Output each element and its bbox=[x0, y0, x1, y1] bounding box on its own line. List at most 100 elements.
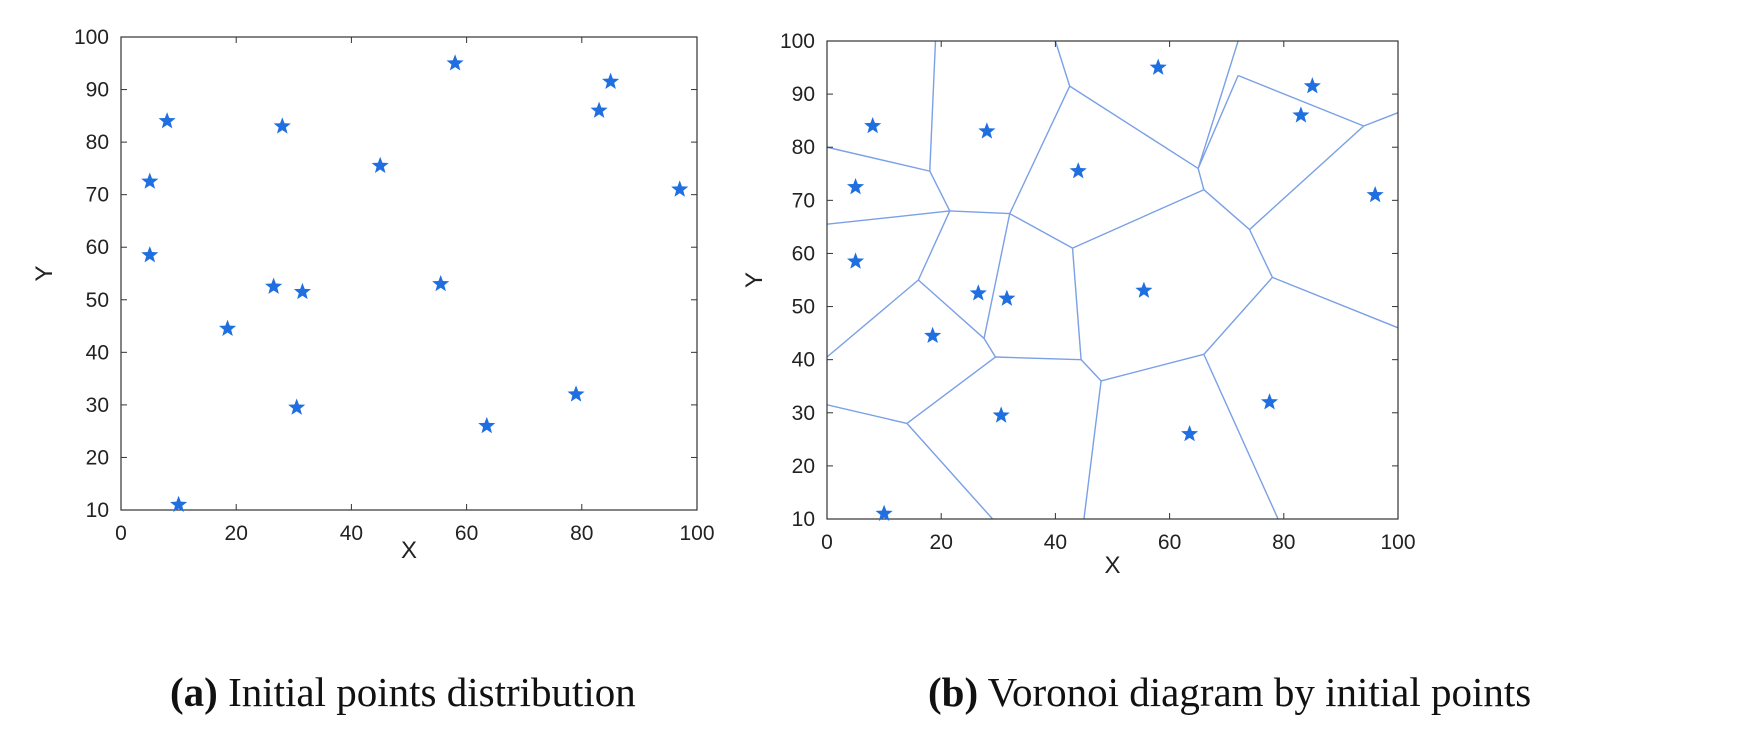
voronoi-edge bbox=[983, 338, 997, 358]
voronoi-edge bbox=[917, 210, 951, 281]
star-point bbox=[1069, 162, 1087, 179]
y-tick-label: 60 bbox=[86, 236, 109, 259]
star-point bbox=[1366, 186, 1384, 203]
voronoi-edge bbox=[1069, 85, 1199, 170]
voronoi-edge bbox=[906, 422, 994, 519]
x-tick-label: 0 bbox=[821, 531, 833, 554]
x-tick-label: 40 bbox=[1044, 531, 1067, 554]
chart-voronoi-diagram: 0 20 40 60 80 100 10 20 30 40 50 60 70 80 90 100 X Y bbox=[741, 30, 1416, 579]
star-point bbox=[1260, 393, 1279, 410]
voronoi-edge bbox=[1203, 189, 1251, 231]
y-tick-label: 40 bbox=[86, 341, 109, 364]
y-tick-label: 40 bbox=[792, 349, 815, 372]
voronoi-edges bbox=[827, 41, 1398, 519]
y-tick-label: 70 bbox=[792, 189, 815, 212]
star-point bbox=[141, 172, 159, 189]
y-tick-label: 80 bbox=[86, 131, 109, 154]
y-tick-label: 10 bbox=[792, 508, 815, 531]
voronoi-edge bbox=[827, 146, 930, 172]
star-point bbox=[1149, 58, 1167, 75]
star-point bbox=[1292, 106, 1310, 123]
y-tick-label: 50 bbox=[86, 289, 109, 312]
voronoi-edge bbox=[1197, 75, 1239, 169]
caption-b-text: Voronoi diagram by initial points bbox=[978, 669, 1532, 715]
x-tick-label: 80 bbox=[1272, 531, 1295, 554]
star-point bbox=[1303, 77, 1321, 94]
star-point bbox=[1135, 281, 1153, 298]
voronoi-edge bbox=[1272, 276, 1398, 329]
voronoi-edge bbox=[827, 210, 950, 225]
voronoi-edge bbox=[1197, 168, 1205, 190]
y-tick-label: 30 bbox=[86, 394, 109, 417]
x-tick-label: 100 bbox=[1380, 531, 1415, 554]
y-tick-label: 20 bbox=[792, 455, 815, 478]
voronoi-edge bbox=[983, 213, 1011, 339]
voronoi-edge bbox=[1072, 189, 1205, 249]
y-tick-label: 100 bbox=[780, 30, 815, 53]
star-point bbox=[1181, 425, 1199, 442]
voronoi-edge bbox=[929, 170, 951, 212]
voronoi-edge bbox=[1080, 359, 1102, 382]
x-tick-label: 60 bbox=[455, 522, 478, 545]
star-point bbox=[170, 495, 188, 513]
y-tick-label: 80 bbox=[792, 136, 815, 159]
y-axis-label: Y bbox=[741, 272, 768, 288]
star-point bbox=[567, 385, 585, 402]
y-tick-label: 10 bbox=[86, 499, 109, 522]
star-point bbox=[998, 289, 1016, 306]
y-tick-label: 50 bbox=[792, 296, 815, 319]
x-tick-label: 60 bbox=[1158, 531, 1181, 554]
y-tick-label: 30 bbox=[792, 402, 815, 425]
y-tick-label: 90 bbox=[86, 79, 109, 102]
star-point bbox=[265, 277, 283, 294]
caption-b-label: (b) bbox=[928, 669, 979, 715]
star-point bbox=[846, 178, 865, 195]
y-tick-label: 100 bbox=[74, 26, 109, 49]
star-point bbox=[969, 284, 987, 301]
caption-a-label: (a) bbox=[170, 669, 218, 715]
plot-frame bbox=[120, 36, 698, 511]
voronoi-edge bbox=[1197, 41, 1239, 169]
voronoi-edge bbox=[995, 356, 1082, 361]
caption-b: (b) Voronoi diagram by initial points bbox=[928, 668, 1531, 716]
star-point bbox=[446, 54, 464, 71]
x-tick-label: 20 bbox=[225, 522, 248, 545]
star-point bbox=[219, 319, 237, 336]
star-point bbox=[846, 252, 865, 269]
y-axis-label: Y bbox=[31, 265, 58, 281]
voronoi-edge bbox=[1203, 354, 1279, 519]
star-point bbox=[992, 406, 1010, 423]
voronoi-edge bbox=[929, 41, 937, 172]
x-tick-label: 0 bbox=[115, 522, 127, 545]
voronoi-edge bbox=[1009, 212, 1073, 249]
voronoi-edge bbox=[1071, 248, 1082, 360]
star-point bbox=[864, 116, 882, 134]
voronoi-edge bbox=[1100, 353, 1205, 382]
voronoi-edge bbox=[827, 404, 908, 425]
star-point bbox=[371, 156, 389, 174]
star-point bbox=[978, 122, 996, 139]
star-point bbox=[478, 416, 496, 434]
caption-a-text: Initial points distribution bbox=[217, 669, 636, 715]
star-point bbox=[141, 246, 159, 263]
star-point bbox=[590, 101, 608, 118]
star-point bbox=[671, 180, 689, 197]
y-tick-label: 60 bbox=[792, 242, 815, 265]
caption-a: (a) Initial points distribution bbox=[170, 668, 636, 716]
voronoi-edge bbox=[1083, 380, 1102, 519]
y-tick-label: 70 bbox=[86, 184, 109, 207]
voronoi-edge bbox=[917, 279, 985, 339]
star-point bbox=[432, 275, 450, 292]
voronoi-edge bbox=[1249, 125, 1365, 231]
star-point bbox=[273, 117, 291, 134]
voronoi-edge bbox=[1248, 229, 1274, 278]
star-point bbox=[924, 326, 942, 344]
voronoi-edge bbox=[827, 279, 919, 358]
x-axis-label: X bbox=[401, 537, 417, 564]
voronoi-edge bbox=[949, 210, 1010, 215]
star-point bbox=[158, 112, 176, 129]
chart-initial-points: 0 20 40 60 80 100 10 20 30 40 50 60 70 80 90 100 X Y bbox=[31, 26, 715, 564]
x-tick-label: 20 bbox=[930, 531, 953, 554]
y-tick-label: 90 bbox=[792, 83, 815, 106]
